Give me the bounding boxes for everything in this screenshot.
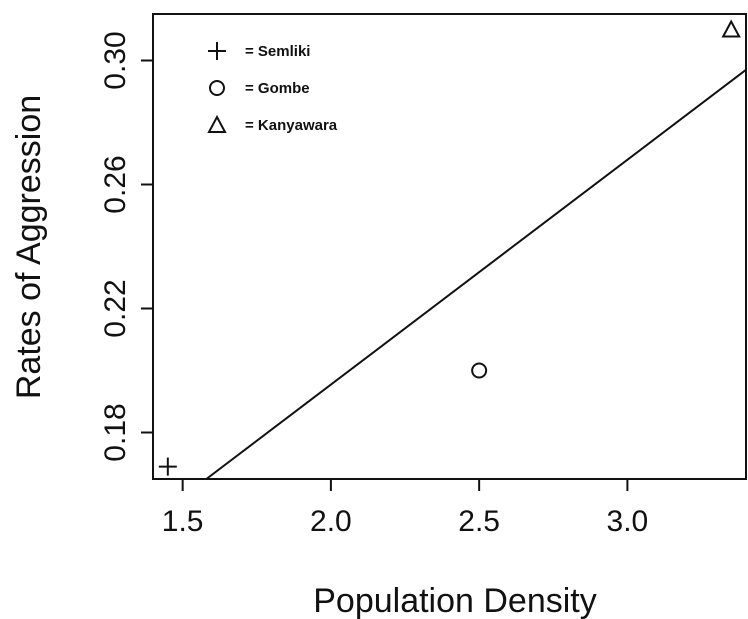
x-tick-label: 2.0 — [310, 505, 352, 538]
regression-line — [205, 69, 747, 480]
y-tick-label: 0.22 — [99, 279, 132, 337]
x-tick-label: 1.5 — [162, 505, 204, 538]
data-point — [471, 362, 488, 379]
legend-marker — [209, 80, 225, 96]
y-tick-label: 0.26 — [99, 155, 132, 213]
legend-marker — [207, 114, 227, 133]
data-point — [721, 19, 741, 38]
x-tick-label: 2.5 — [458, 505, 500, 538]
legend-label: = Kanyawara — [245, 117, 338, 134]
y-tick-label: 0.18 — [99, 403, 132, 461]
x-tick-label: 3.0 — [607, 505, 649, 538]
plot-frame — [152, 13, 747, 480]
x-axis-title: Population Density — [313, 582, 597, 619]
legend-label: = Gombe — [245, 80, 310, 97]
legend: = Semliki = Gombe = Kanyawara — [207, 42, 338, 134]
legend-label: = Semliki — [245, 43, 310, 60]
y-tick-label: 0.30 — [99, 31, 132, 89]
y-axis-title: Rates of Aggression — [10, 95, 48, 399]
